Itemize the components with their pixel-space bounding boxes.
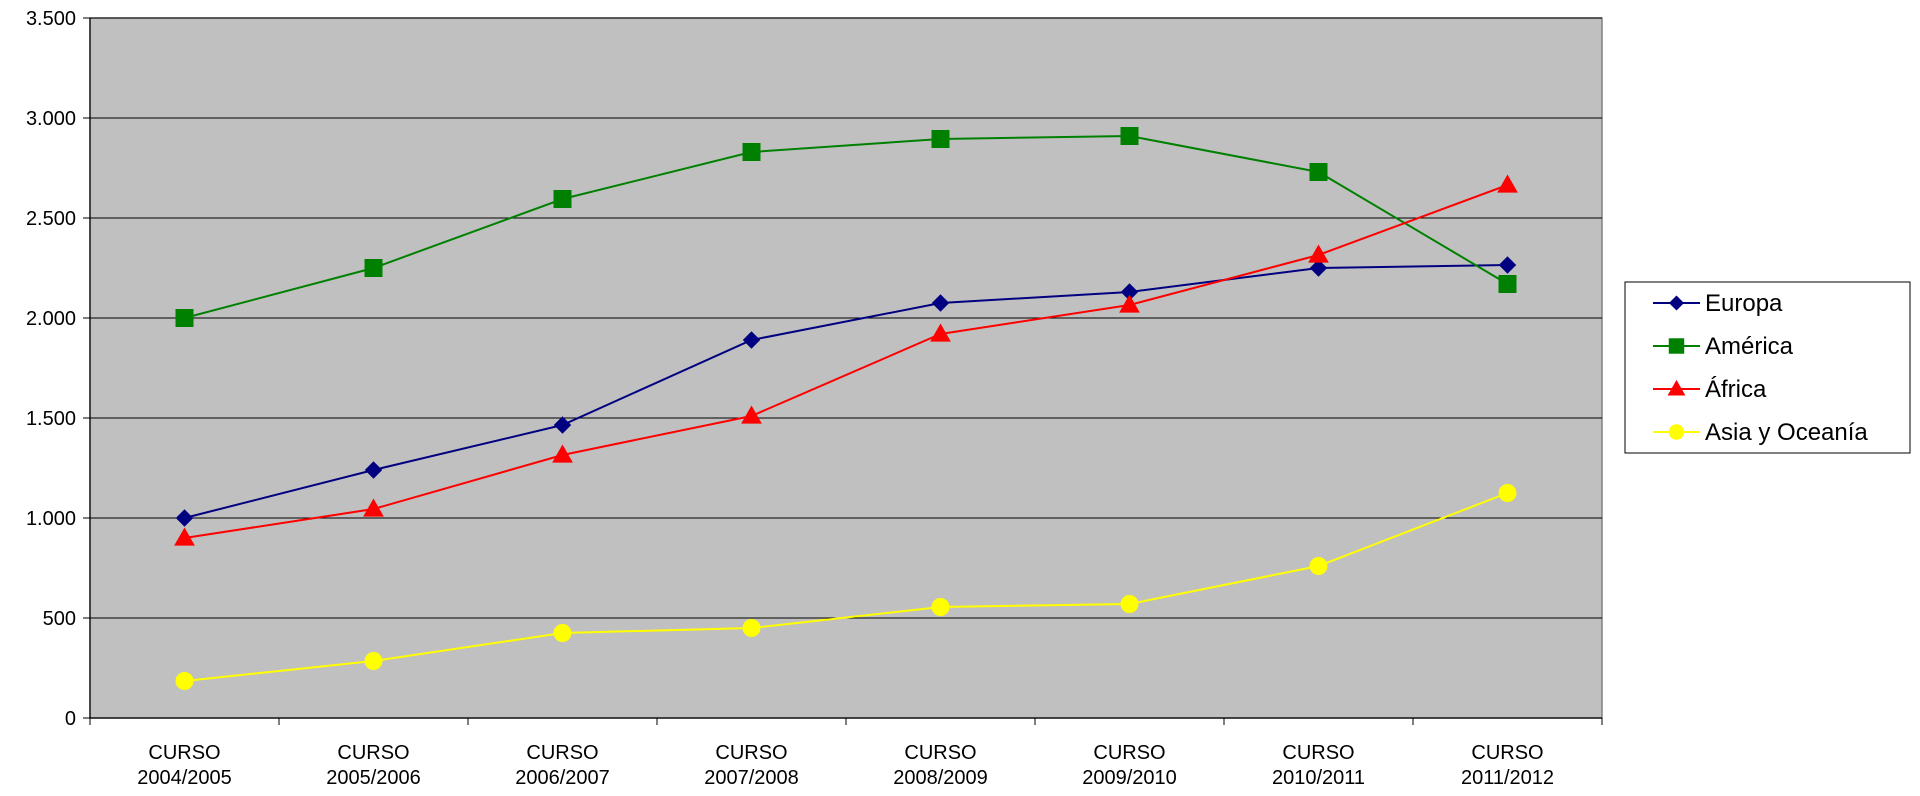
series-europa (175, 256, 1517, 527)
legend-label: América (1705, 333, 1794, 360)
gridlines (90, 17, 1602, 619)
data-point (175, 309, 194, 327)
legend-box (1624, 281, 1911, 454)
data-point (1498, 484, 1517, 502)
data-point (931, 598, 950, 616)
data-point (741, 405, 762, 424)
legend-marker-diamond-icon (1668, 295, 1685, 311)
y-tick-label: 1.500 (26, 408, 76, 430)
x-tick-label: CURSO 2010/2011 (1272, 742, 1365, 789)
series-américa (175, 127, 1517, 327)
series-áfrica (174, 174, 1518, 546)
legend-item: África (1653, 376, 1767, 403)
x-tick-label: CURSO 2011/2012 (1461, 742, 1554, 789)
data-point (364, 652, 383, 670)
x-tick-label: CURSO 2005/2006 (326, 742, 421, 789)
legend-label: Europa (1705, 290, 1783, 317)
legend-item: Asia y Oceanía (1653, 419, 1868, 446)
legend-item: América (1653, 333, 1794, 360)
y-tick-label: 500 (43, 608, 76, 630)
data-point (1119, 294, 1140, 313)
x-tick-label: CURSO 2008/2009 (893, 742, 988, 789)
y-tick-label: 2.000 (26, 308, 76, 330)
plot-area-background (89, 17, 1603, 719)
data-point (175, 509, 194, 527)
y-tick-label: 2.500 (26, 208, 76, 230)
data-point (742, 331, 761, 349)
data-point (174, 527, 195, 546)
data-point (553, 190, 572, 208)
data-point (1498, 256, 1517, 274)
legend-marker-triangle-icon (1667, 379, 1686, 396)
series-line (184, 492, 1508, 682)
x-tick-label: CURSO 2007/2008 (704, 742, 799, 789)
data-point (1498, 275, 1517, 293)
x-tick-label: CURSO 2004/2005 (137, 742, 232, 789)
data-point (364, 259, 383, 277)
data-point (742, 619, 761, 637)
data-point (930, 323, 951, 342)
data-point (364, 461, 383, 479)
data-point (552, 444, 573, 463)
legend-items: Europa América África Asia y Oceanía (1653, 290, 1868, 446)
data-point (1308, 244, 1329, 263)
data-point (363, 498, 384, 517)
legend-item: Europa (1653, 290, 1783, 317)
data-point (742, 143, 761, 161)
data-point (553, 416, 572, 434)
data-point (1120, 127, 1139, 145)
legend: Europa América África Asia y Oceanía (1624, 281, 1911, 454)
axes: 0 500 1.000 1.500 2.000 2.500 3.000 3.500 CURSO 2… (26, 8, 1603, 789)
x-tick-label: CURSO 2006/2007 (515, 742, 610, 789)
data-point (553, 624, 572, 642)
y-tick-label: 3.000 (26, 108, 76, 130)
data-point (1497, 174, 1518, 193)
x-tick-label: CURSO 2009/2010 (1082, 742, 1177, 789)
data-point (1309, 163, 1328, 181)
series-line (184, 134, 1509, 319)
data-point (1309, 259, 1328, 277)
data-point (931, 294, 950, 312)
y-tick-label: 0 (65, 708, 76, 730)
data-point (175, 672, 194, 690)
series-line (184, 264, 1508, 519)
data-point (1120, 595, 1139, 613)
data-point (931, 130, 950, 148)
y-tick-label: 1.000 (26, 508, 76, 530)
legend-marker-square-icon (1668, 338, 1685, 354)
series-asia-y-oceanía (175, 484, 1517, 690)
legend-label: Asia y Oceanía (1705, 419, 1868, 446)
legend-label: África (1705, 376, 1767, 403)
series-line (184, 184, 1508, 539)
series-group (174, 127, 1518, 690)
y-tick-label: 3.500 (26, 8, 76, 30)
data-point (1309, 557, 1328, 575)
legend-marker-circle-icon (1668, 424, 1685, 440)
